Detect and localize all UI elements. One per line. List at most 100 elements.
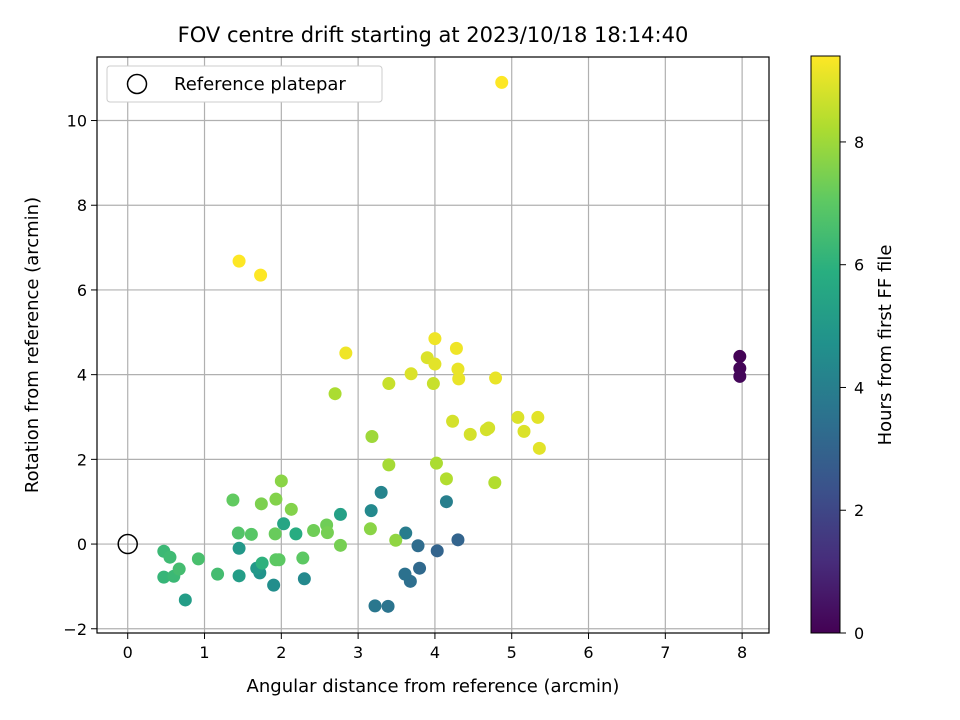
x-axis-label: Angular distance from reference (arcmin) (247, 676, 620, 697)
scatter-point (517, 424, 531, 438)
scatter-point (426, 377, 440, 391)
scatter-point (389, 533, 403, 547)
scatter-point (284, 502, 298, 516)
colorbar-tick-label: 2 (854, 501, 864, 520)
scatter-point (439, 495, 453, 509)
scatter-point (172, 562, 186, 576)
scatter-point (382, 458, 396, 472)
colorbar-tick-label: 6 (854, 256, 864, 275)
scatter-point (339, 346, 353, 360)
scatter-point (226, 493, 240, 507)
x-tick-label: 7 (660, 643, 670, 662)
legend-box (106, 65, 383, 103)
legend-marker-icon (126, 73, 148, 95)
scatter-point (163, 550, 177, 564)
x-tick-label: 3 (353, 643, 363, 662)
y-tick-label: 0 (77, 535, 87, 554)
scatter-point (255, 556, 269, 570)
scatter-point (307, 524, 321, 538)
scatter-point (268, 527, 282, 541)
x-tick-label: 0 (123, 643, 133, 662)
scatter-point (333, 538, 347, 552)
y-axis-label: Rotation from reference (arcmin) (22, 197, 43, 493)
x-tick-label: 5 (507, 643, 517, 662)
scatter-point (428, 357, 442, 371)
data-points (157, 75, 747, 613)
colorbar-label: Hours from first FF file (875, 245, 896, 446)
scatter-point (364, 504, 378, 518)
scatter-point (399, 526, 413, 540)
scatter-point (511, 410, 525, 424)
scatter-point (404, 367, 418, 381)
scatter-point (733, 349, 747, 363)
scatter-point (489, 371, 503, 385)
x-tick-label: 8 (737, 643, 747, 662)
scatter-point (398, 567, 412, 581)
y-tick-label: 10 (67, 112, 87, 131)
scatter-point (269, 553, 283, 567)
y-tick-label: −2 (63, 620, 87, 639)
scatter-point (446, 414, 460, 428)
colorbar-tick-label: 0 (854, 624, 864, 643)
scatter-point (495, 75, 509, 89)
x-tick-label: 1 (199, 643, 209, 662)
scatter-point (482, 421, 496, 435)
scatter-point (289, 527, 303, 541)
scatter-point (328, 387, 342, 401)
reference-platepar-marker (117, 533, 138, 555)
scatter-point (430, 544, 444, 558)
y-tick-label: 6 (77, 281, 87, 300)
scatter-point (244, 527, 258, 541)
scatter-point (254, 497, 268, 511)
colorbar-ticks: 0 2 4 6 8 (840, 133, 864, 643)
scatter-point (320, 526, 334, 540)
x-tick-label: 2 (276, 643, 286, 662)
legend: Reference platepar (106, 65, 383, 103)
scatter-point (267, 578, 281, 592)
scatter-point (365, 429, 379, 443)
scatter-point (277, 517, 291, 531)
scatter-point (363, 522, 377, 536)
chart-title: FOV centre drift starting at 2023/10/18 … (178, 23, 689, 47)
scatter-point (232, 569, 246, 583)
y-axis-ticks: −2 0 2 4 6 8 10 (63, 112, 97, 639)
scatter-point (374, 485, 388, 499)
scatter-point (297, 572, 311, 586)
scatter-point (532, 441, 546, 455)
legend-entry-reference-platepar: Reference platepar (174, 74, 346, 95)
y-tick-label: 4 (77, 366, 87, 385)
scatter-point (452, 372, 466, 386)
x-axis-ticks: 0 1 2 3 4 5 6 7 8 (123, 633, 747, 662)
scatter-point (449, 341, 463, 355)
scatter-point (451, 533, 465, 547)
scatter-point (274, 474, 288, 488)
scatter-point (157, 570, 171, 584)
scatter-point (733, 369, 747, 383)
scatter-point (439, 472, 453, 486)
scatter-point (333, 507, 347, 521)
scatter-point (232, 541, 246, 555)
scatter-point (231, 526, 245, 540)
scatter-point (382, 377, 396, 391)
scatter-point (381, 599, 395, 613)
scatter-point (463, 427, 477, 441)
colorbar-tick-label: 4 (854, 378, 864, 397)
scatter-point (413, 561, 427, 575)
colorbar: 0 2 4 6 8 Hours from first FF file (810, 55, 896, 643)
scatter-point (178, 593, 192, 607)
scatter-point (296, 551, 310, 565)
colorbar-tick-label: 8 (854, 133, 864, 152)
x-tick-label: 6 (583, 643, 593, 662)
colorbar-gradient (810, 55, 841, 634)
scatter-point (191, 552, 205, 566)
x-tick-label: 4 (430, 643, 440, 662)
scatter-point (254, 268, 268, 282)
scatter-point (411, 539, 425, 553)
scatter-point (451, 362, 465, 376)
plot-frame (96, 56, 770, 634)
y-tick-label: 8 (77, 196, 87, 215)
scatter-point (428, 332, 442, 346)
scatter-point (368, 599, 382, 613)
y-tick-label: 2 (77, 450, 87, 469)
